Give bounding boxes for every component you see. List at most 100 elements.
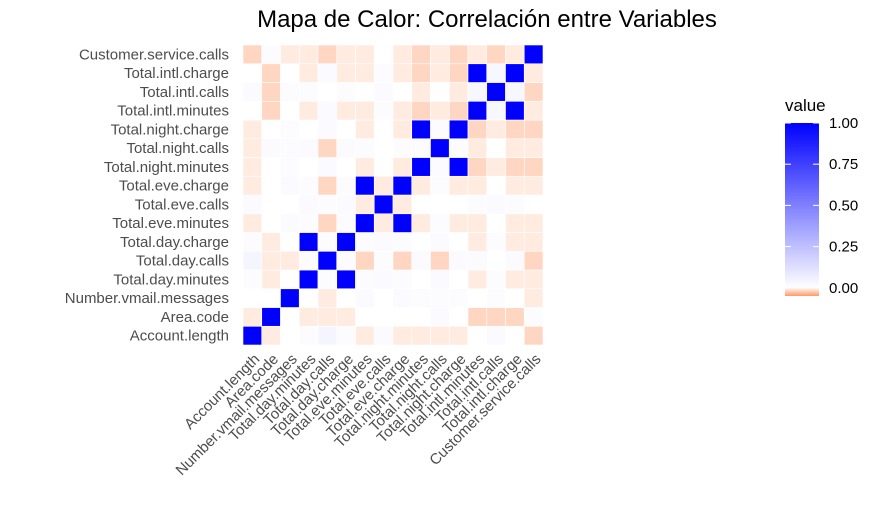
heatmap-cell-Total.intl.charge-Total.eve.charge <box>392 63 413 83</box>
heatmap-cell-Total.intl.calls-Account.length <box>242 82 263 102</box>
heatmap-cell-Total.intl.minutes-Total.day.calls <box>317 100 338 121</box>
heatmap-cell-Account.length-Total.eve.charge <box>392 325 413 346</box>
legend-ticks: 1.00 0.75 0.50 0.25 0.00 <box>785 115 858 297</box>
heatmap-cell-Total.eve.calls-Total.eve.minutes <box>355 194 375 215</box>
heatmap-cell-Total.intl.minutes-Total.night.charge <box>448 100 469 121</box>
heatmap-cell-Total.eve.calls-Total.eve.calls <box>373 194 394 215</box>
heatmap-cell-Total.eve.calls-Total.night.minutes <box>411 194 431 215</box>
heatmap-cell-Total.night.minutes-Number.vmail.messages <box>280 157 300 177</box>
heatmap-cell-Account.length-Account.length <box>242 325 263 346</box>
heatmap-cell-Total.eve.charge-Total.intl.charge <box>505 175 525 196</box>
heatmap-cell-Total.intl.calls-Total.night.calls <box>430 82 450 102</box>
heatmap-cell-Total.night.charge-Total.night.calls <box>430 119 450 140</box>
heatmap-cell-Number.vmail.messages-Total.day.charge <box>336 288 356 308</box>
heatmap-cell-Number.vmail.messages-Number.vmail.messages <box>280 288 300 308</box>
y-tick-label: Account.length <box>130 328 229 345</box>
heatmap-cell-Total.intl.minutes-Total.day.minutes <box>298 100 319 121</box>
heatmap-cell-Total.eve.calls-Area.code <box>261 194 281 215</box>
heatmap-cell-Number.vmail.messages-Area.code <box>261 288 281 308</box>
heatmap-cell-Total.night.calls-Total.night.calls <box>430 138 450 158</box>
heatmap-cell-Total.night.calls-Total.intl.calls <box>486 138 506 158</box>
heatmap-cell-Total.intl.charge-Total.day.calls <box>317 63 338 83</box>
heatmap-cell-Total.night.minutes-Total.day.charge <box>336 157 356 177</box>
heatmap-cell-Total.eve.calls-Total.night.calls <box>430 194 450 215</box>
heatmap-cell-Account.length-Area.code <box>261 325 281 346</box>
heatmap-cell-Total.intl.charge-Number.vmail.messages <box>280 63 300 83</box>
heatmap-cell-Total.day.calls-Area.code <box>261 250 281 271</box>
heatmap-cell-Total.night.calls-Account.length <box>242 138 263 158</box>
heatmap-cell-Customer.service.calls-Total.intl.calls <box>486 44 506 65</box>
heatmap-cell-Total.day.charge-Total.night.minutes <box>411 232 431 252</box>
heatmap-cell-Total.eve.calls-Total.day.charge <box>336 194 356 215</box>
heatmap-cell-Total.day.calls-Total.eve.calls <box>373 250 394 271</box>
heatmap-cell-Total.eve.minutes-Total.day.charge <box>336 213 356 233</box>
heatmap-cell-Total.night.charge-Number.vmail.messages <box>280 119 300 140</box>
heatmap-cell-Total.eve.charge-Total.intl.calls <box>486 175 506 196</box>
heatmap-cell-Total.day.charge-Total.intl.minutes <box>467 232 488 252</box>
heatmap-cell-Customer.service.calls-Total.intl.minutes <box>467 44 488 65</box>
heatmap-cell-Area.code-Total.night.minutes <box>411 307 431 327</box>
heatmap-cell-Total.intl.calls-Total.day.charge <box>336 82 356 102</box>
heatmap-cell-Total.eve.minutes-Area.code <box>261 213 281 233</box>
heatmap-cell-Total.intl.minutes-Total.eve.charge <box>392 100 413 121</box>
heatmap-cell-Total.eve.charge-Total.day.charge <box>336 175 356 196</box>
heatmap-cell-Total.eve.calls-Total.day.calls <box>317 194 338 215</box>
heatmap-cell-Total.day.minutes-Total.eve.minutes <box>355 269 375 290</box>
heatmap-cell-Total.intl.calls-Total.intl.minutes <box>467 82 488 102</box>
heatmap-cell-Total.intl.minutes-Total.day.charge <box>336 100 356 121</box>
heatmap-cell-Total.eve.calls-Number.vmail.messages <box>280 194 300 215</box>
heatmap-cell-Total.day.charge-Account.length <box>242 232 263 252</box>
heatmap-cell-Total.eve.minutes-Total.day.minutes <box>298 213 319 233</box>
heatmap-cell-Total.night.charge-Total.intl.calls <box>486 119 506 140</box>
heatmap-cell-Total.day.minutes-Total.night.minutes <box>411 269 431 290</box>
heatmap-cell-Total.eve.charge-Total.day.calls <box>317 175 338 196</box>
heatmap-cell-Total.night.charge-Total.eve.minutes <box>355 119 375 140</box>
heatmap-cell-Total.intl.charge-Total.night.charge <box>448 63 469 83</box>
y-tick-label: Total.intl.minutes <box>117 103 229 120</box>
heatmap-cell-Total.night.charge-Total.night.charge <box>448 119 469 140</box>
heatmap-cell-Total.eve.minutes-Total.intl.minutes <box>467 213 488 233</box>
heatmap-cell-Total.day.calls-Total.night.calls <box>430 250 450 271</box>
heatmap-cell-Total.intl.charge-Total.eve.calls <box>373 63 394 83</box>
heatmap-cell-Total.night.charge-Area.code <box>261 119 281 140</box>
heatmap-cell-Total.eve.minutes-Number.vmail.messages <box>280 213 300 233</box>
heatmap-cell-Total.eve.minutes-Total.intl.charge <box>505 213 525 233</box>
heatmap-cell-Total.day.calls-Total.eve.charge <box>392 250 413 271</box>
heatmap-cell-Total.intl.minutes-Customer.service.calls <box>523 100 544 121</box>
heatmap-cell-Account.length-Total.night.charge <box>448 325 469 346</box>
heatmap-cell-Total.night.charge-Total.night.minutes <box>411 119 431 140</box>
heatmap-cell-Account.length-Total.intl.calls <box>486 325 506 346</box>
heatmap-cell-Number.vmail.messages-Total.night.calls <box>430 288 450 308</box>
heatmap-cell-Total.night.calls-Total.eve.calls <box>373 138 394 158</box>
y-tick-label: Total.eve.charge <box>119 178 229 195</box>
heatmap-cell-Customer.service.calls-Total.night.minutes <box>411 44 431 65</box>
y-tick-label: Total.night.minutes <box>104 159 229 176</box>
heatmap-cell-Total.day.minutes-Total.intl.charge <box>505 269 525 290</box>
heatmap-cell-Customer.service.calls-Total.day.calls <box>317 44 338 65</box>
heatmap-cell-Total.intl.calls-Total.day.calls <box>317 82 338 102</box>
heatmap-cell-Total.intl.charge-Area.code <box>261 63 281 83</box>
heatmap-cell-Total.eve.calls-Total.eve.charge <box>392 194 413 215</box>
heatmap-cell-Total.intl.calls-Total.night.charge <box>448 82 469 102</box>
legend-tick-label: 1.00 <box>829 115 858 132</box>
heatmap-cell-Total.intl.calls-Area.code <box>261 82 281 102</box>
heatmap-cell-Total.night.minutes-Total.intl.minutes <box>467 157 488 177</box>
heatmap-cell-Total.night.charge-Total.intl.minutes <box>467 119 488 140</box>
heatmap-cell-Area.code-Area.code <box>261 307 281 327</box>
heatmap-cell-Total.night.minutes-Total.eve.charge <box>392 157 413 177</box>
heatmap-cell-Total.night.charge-Total.eve.charge <box>392 119 413 140</box>
y-axis-labels: Account.length Area.code Number.vmail.mess… <box>65 46 229 344</box>
heatmap-cell-Total.night.minutes-Total.day.calls <box>317 157 338 177</box>
heatmap-cell-Total.night.minutes-Total.eve.minutes <box>355 157 375 177</box>
heatmap-cell-Total.intl.charge-Account.length <box>242 63 263 83</box>
heatmap-cell-Total.intl.charge-Total.day.charge <box>336 63 356 83</box>
heatmap-cell-Total.day.minutes-Total.eve.charge <box>392 269 413 290</box>
heatmap-cell-Total.day.minutes-Total.intl.minutes <box>467 269 488 290</box>
legend-tick-label: 0.50 <box>829 197 858 214</box>
heatmap-cell-Total.night.charge-Total.eve.calls <box>373 119 394 140</box>
y-tick-label: Number.vmail.messages <box>65 290 229 307</box>
heatmap-cell-Total.night.minutes-Account.length <box>242 157 263 177</box>
heatmap-cell-Total.night.calls-Number.vmail.messages <box>280 138 300 158</box>
heatmap-cell-Number.vmail.messages-Total.intl.charge <box>505 288 525 308</box>
heatmap-cell-Total.intl.minutes-Total.intl.calls <box>486 100 506 121</box>
